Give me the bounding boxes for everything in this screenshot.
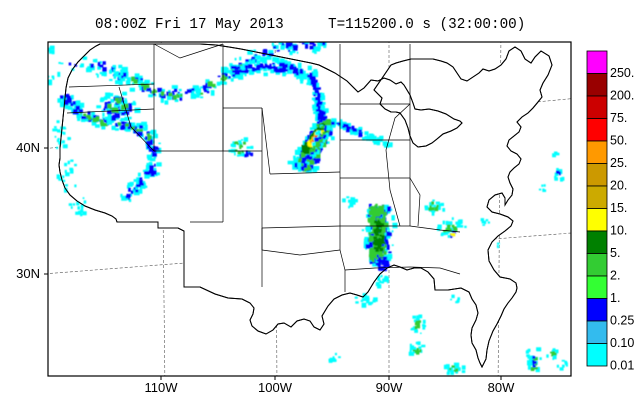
- svg-text:50.: 50.: [610, 134, 627, 148]
- svg-text:10.: 10.: [610, 224, 627, 238]
- svg-text:110W: 110W: [145, 380, 179, 395]
- svg-text:80W: 80W: [488, 380, 515, 395]
- svg-text:15.: 15.: [610, 201, 627, 215]
- svg-text:2.: 2.: [610, 269, 620, 283]
- svg-text:250.: 250.: [610, 66, 634, 80]
- svg-text:0.01: 0.01: [610, 359, 634, 373]
- svg-text:100W: 100W: [258, 380, 293, 395]
- svg-text:0.25: 0.25: [610, 314, 634, 328]
- svg-text:5.: 5.: [610, 246, 620, 260]
- svg-text:30N: 30N: [16, 266, 40, 281]
- svg-text:200.: 200.: [610, 89, 634, 103]
- svg-text:1.: 1.: [610, 291, 620, 305]
- svg-text:40N: 40N: [16, 140, 40, 155]
- svg-text:0.10: 0.10: [610, 336, 634, 350]
- svg-text:90W: 90W: [376, 380, 403, 395]
- svg-text:25.: 25.: [610, 156, 627, 170]
- svg-text:20.: 20.: [610, 179, 627, 193]
- svg-text:75.: 75.: [610, 111, 627, 125]
